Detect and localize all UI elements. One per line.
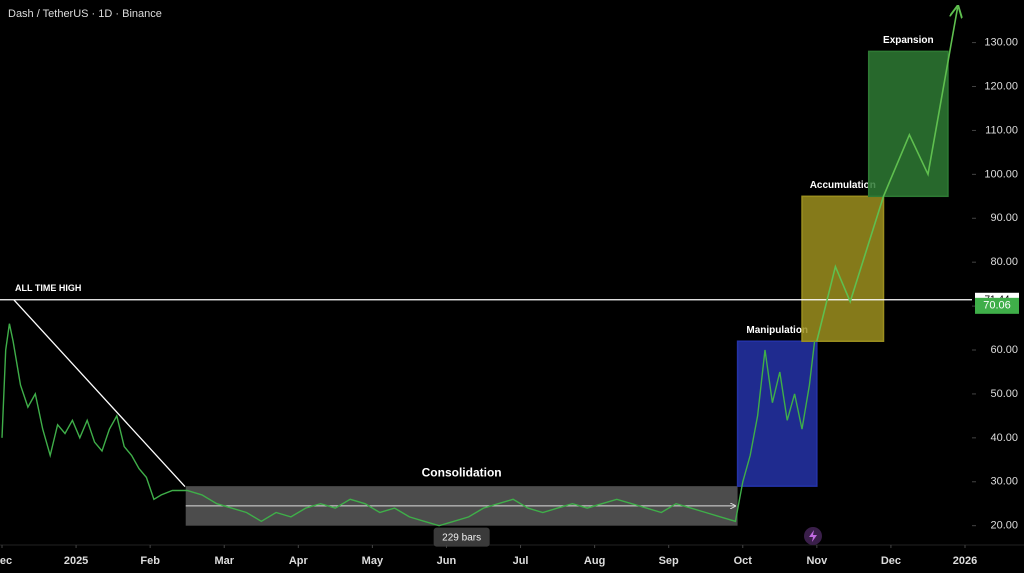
alert-icon[interactable]	[804, 527, 822, 545]
chart-title: Dash / TetherUS · 1D · Binance	[8, 8, 162, 20]
x-tick-label: Nov	[806, 555, 828, 567]
y-tick-label: 20.00	[990, 520, 1018, 532]
x-tick-label: Jun	[437, 555, 457, 567]
last-price-label: 70.06	[983, 300, 1011, 312]
x-tick-label: 2025	[64, 555, 88, 567]
zone-box	[736, 340, 818, 487]
x-tick-label: Aug	[584, 555, 605, 567]
x-tick-label: Mar	[214, 555, 234, 567]
y-tick-label: 120.00	[984, 80, 1018, 92]
x-tick-label: May	[362, 555, 384, 567]
zone-box	[801, 195, 885, 342]
zone-label: Accumulation	[810, 180, 876, 191]
trendline	[13, 299, 186, 488]
zone-label: Consolidation	[422, 465, 502, 479]
y-tick-label: 40.00	[990, 432, 1018, 444]
y-tick-label: 100.00	[984, 168, 1018, 180]
x-tick-label: Feb	[140, 555, 160, 567]
zone-label: Expansion	[883, 35, 934, 46]
x-tick-label: 2026	[953, 555, 977, 567]
y-tick-label: 30.00	[990, 476, 1018, 488]
zone-box	[867, 50, 949, 198]
y-tick-label: 80.00	[990, 256, 1018, 268]
y-tick-label: 130.00	[984, 37, 1018, 49]
ath-label: ALL TIME HIGH	[15, 283, 81, 293]
x-tick-label: Oct	[734, 555, 753, 567]
bars-badge	[433, 527, 490, 547]
y-tick-label: 90.00	[990, 212, 1018, 224]
y-tick-label: 60.00	[990, 344, 1018, 356]
y-tick-label: 110.00	[985, 124, 1018, 136]
x-tick-label: Dec	[0, 555, 12, 567]
x-tick-label: Jul	[513, 555, 529, 567]
y-tick-label: 50.00	[990, 388, 1018, 400]
last-price-tag	[975, 297, 1019, 314]
alert-icon-bolt[interactable]	[809, 530, 817, 542]
bars-label: 229 bars	[442, 532, 481, 543]
x-tick-label: Apr	[289, 555, 309, 567]
x-tick-label: Dec	[881, 555, 901, 567]
projection-path	[816, 8, 958, 342]
zone-label: Manipulation	[746, 325, 808, 336]
x-tick-label: Sep	[659, 555, 679, 567]
price-line	[1, 323, 816, 527]
